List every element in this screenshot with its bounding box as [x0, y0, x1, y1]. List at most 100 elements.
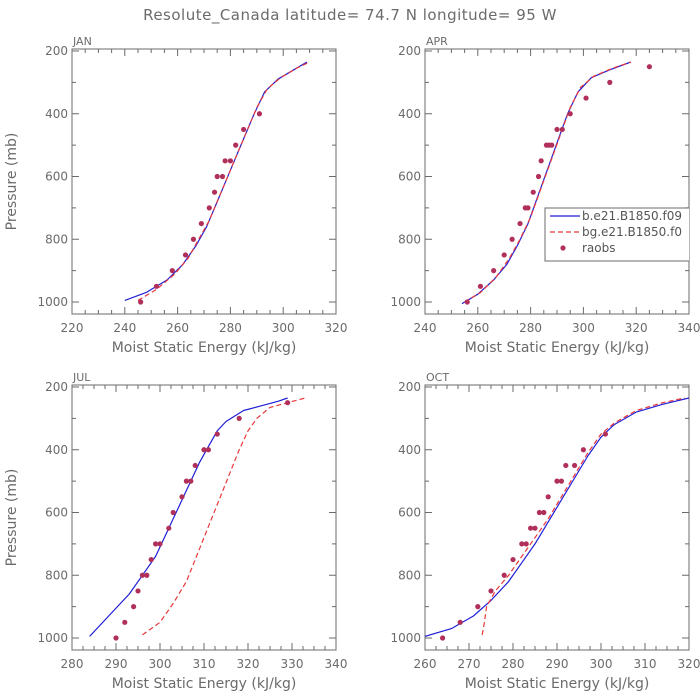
- y-tick-label: 400: [45, 107, 68, 121]
- raobs-point: [517, 220, 523, 227]
- raobs-point: [510, 556, 516, 563]
- raobs-point: [464, 299, 470, 305]
- raobs-point: [491, 268, 497, 274]
- raobs-point: [135, 588, 141, 594]
- raobs-point: [144, 572, 150, 578]
- legend-entry-label: bg.e21.B1850.f0: [582, 225, 682, 239]
- x-tick-label: 320: [678, 657, 700, 671]
- bg-series-line: [137, 61, 310, 301]
- x-tick-label: 240: [414, 321, 437, 335]
- panel-apr: APR 240 260 280 300 320 340 200 400 600 800 1000 Moi…: [390, 35, 700, 356]
- y-tick-label: 1000: [390, 631, 421, 645]
- panel-label: JUL: [72, 371, 91, 384]
- raobs-point: [530, 189, 536, 195]
- raobs-point: [153, 283, 160, 289]
- y-tick-label: 600: [398, 506, 421, 520]
- x-axis-label: Moist Static Energy (kJ/kg): [112, 676, 297, 692]
- raobs-point: [536, 509, 543, 516]
- x-tick-label: 280: [61, 657, 84, 671]
- raobs-point: [157, 541, 163, 547]
- y-tick-label: 800: [45, 232, 68, 246]
- legend-box: [544, 207, 689, 262]
- raobs-point: [214, 431, 220, 437]
- raobs-point: [219, 173, 226, 180]
- y-tick-label: 800: [398, 568, 421, 582]
- raobs-point: [183, 478, 189, 484]
- y-tick-label: 1000: [37, 295, 68, 309]
- raobs-point: [138, 299, 144, 305]
- legend-raobs-marker: [560, 245, 566, 251]
- plot-area: [461, 61, 653, 305]
- x-tick-label: 300: [572, 321, 595, 335]
- y-tick-label: 1000: [390, 295, 421, 309]
- plot-area: [425, 397, 689, 641]
- raobs-point: [222, 158, 228, 164]
- y-axis-label: Pressure (mb): [4, 469, 20, 567]
- y-tick-label: 400: [45, 443, 68, 457]
- plot-area: [89, 397, 306, 641]
- raobs-point: [525, 205, 531, 211]
- x-tick-label: 340: [325, 657, 348, 671]
- raobs-point: [457, 619, 463, 625]
- legend-entry-label: raobs: [582, 241, 616, 255]
- x-axis-label: Moist Static Energy (kJ/kg): [465, 340, 650, 356]
- x-tick-label: 270: [458, 657, 481, 671]
- x-tick-label: 310: [634, 657, 657, 671]
- y-tick-label: 600: [45, 170, 68, 184]
- raobs-point: [532, 525, 538, 531]
- raobs-point: [554, 478, 560, 484]
- raobs-point: [122, 619, 128, 625]
- panel-jan: JAN 220 240 260 280 300 320 200 400 600 800 1000 Moi…: [4, 35, 347, 356]
- figure-title: Resolute_Canada latitude= 74.7 N longitu…: [143, 6, 557, 25]
- plot-frame: [424, 48, 690, 315]
- raobs-point: [583, 95, 589, 101]
- b-series-line: [89, 397, 288, 637]
- raobs-point: [227, 158, 233, 164]
- raobs-point: [549, 142, 555, 148]
- x-tick-label: 310: [193, 657, 216, 671]
- x-tick-label: 260: [414, 657, 437, 671]
- legend-entry-label: b.e21.B1850.f09: [582, 209, 682, 223]
- raobs-point: [211, 189, 218, 195]
- plot-frame: [71, 48, 337, 315]
- raobs-point: [519, 541, 525, 547]
- raobs-point: [509, 236, 515, 242]
- raobs-point: [602, 431, 609, 437]
- raobs-point: [501, 572, 507, 578]
- legend: b.e21.B1850.f09 bg.e21.B1850.f0 raobs: [544, 207, 689, 262]
- raobs-point: [205, 447, 211, 453]
- x-tick-label: 300: [272, 321, 295, 335]
- raobs-point: [206, 205, 212, 211]
- raobs-point: [559, 126, 565, 133]
- raobs-point: [113, 635, 119, 641]
- raobs-point: [233, 142, 239, 148]
- raobs-point: [190, 236, 197, 242]
- x-tick-label: 300: [590, 657, 613, 671]
- x-tick-label: 220: [61, 321, 84, 335]
- panel-jul: JUL 280 290 300 310 320 330 340 200 400 600 800 1000…: [4, 371, 347, 692]
- x-tick-label: 290: [546, 657, 569, 671]
- bg-series-line: [481, 397, 685, 636]
- raobs-point: [558, 478, 565, 484]
- raobs-point: [201, 447, 207, 453]
- x-tick-label: 240: [113, 321, 136, 335]
- x-tick-label: 280: [519, 321, 542, 335]
- raobs-point: [528, 525, 534, 531]
- raobs-point: [545, 494, 551, 500]
- x-tick-label: 260: [466, 321, 489, 335]
- panel-label: OCT: [426, 371, 449, 384]
- plot-area: [124, 61, 310, 305]
- y-axis-label: Pressure (mb): [4, 133, 20, 231]
- panels-group: JAN 220 240 260 280 300 320 200 400 600 800 1000 Moi…: [4, 35, 700, 692]
- raobs-point: [153, 541, 159, 547]
- b-series-line: [461, 61, 632, 305]
- raobs-point: [477, 283, 484, 289]
- x-tick-label: 320: [325, 321, 348, 335]
- x-tick-label: 280: [502, 657, 525, 671]
- bg-series-line: [464, 61, 632, 303]
- raobs-point: [538, 158, 544, 164]
- x-axis-label: Moist Static Energy (kJ/kg): [112, 340, 297, 356]
- raobs-point: [169, 268, 175, 274]
- y-tick-label: 1000: [37, 631, 68, 645]
